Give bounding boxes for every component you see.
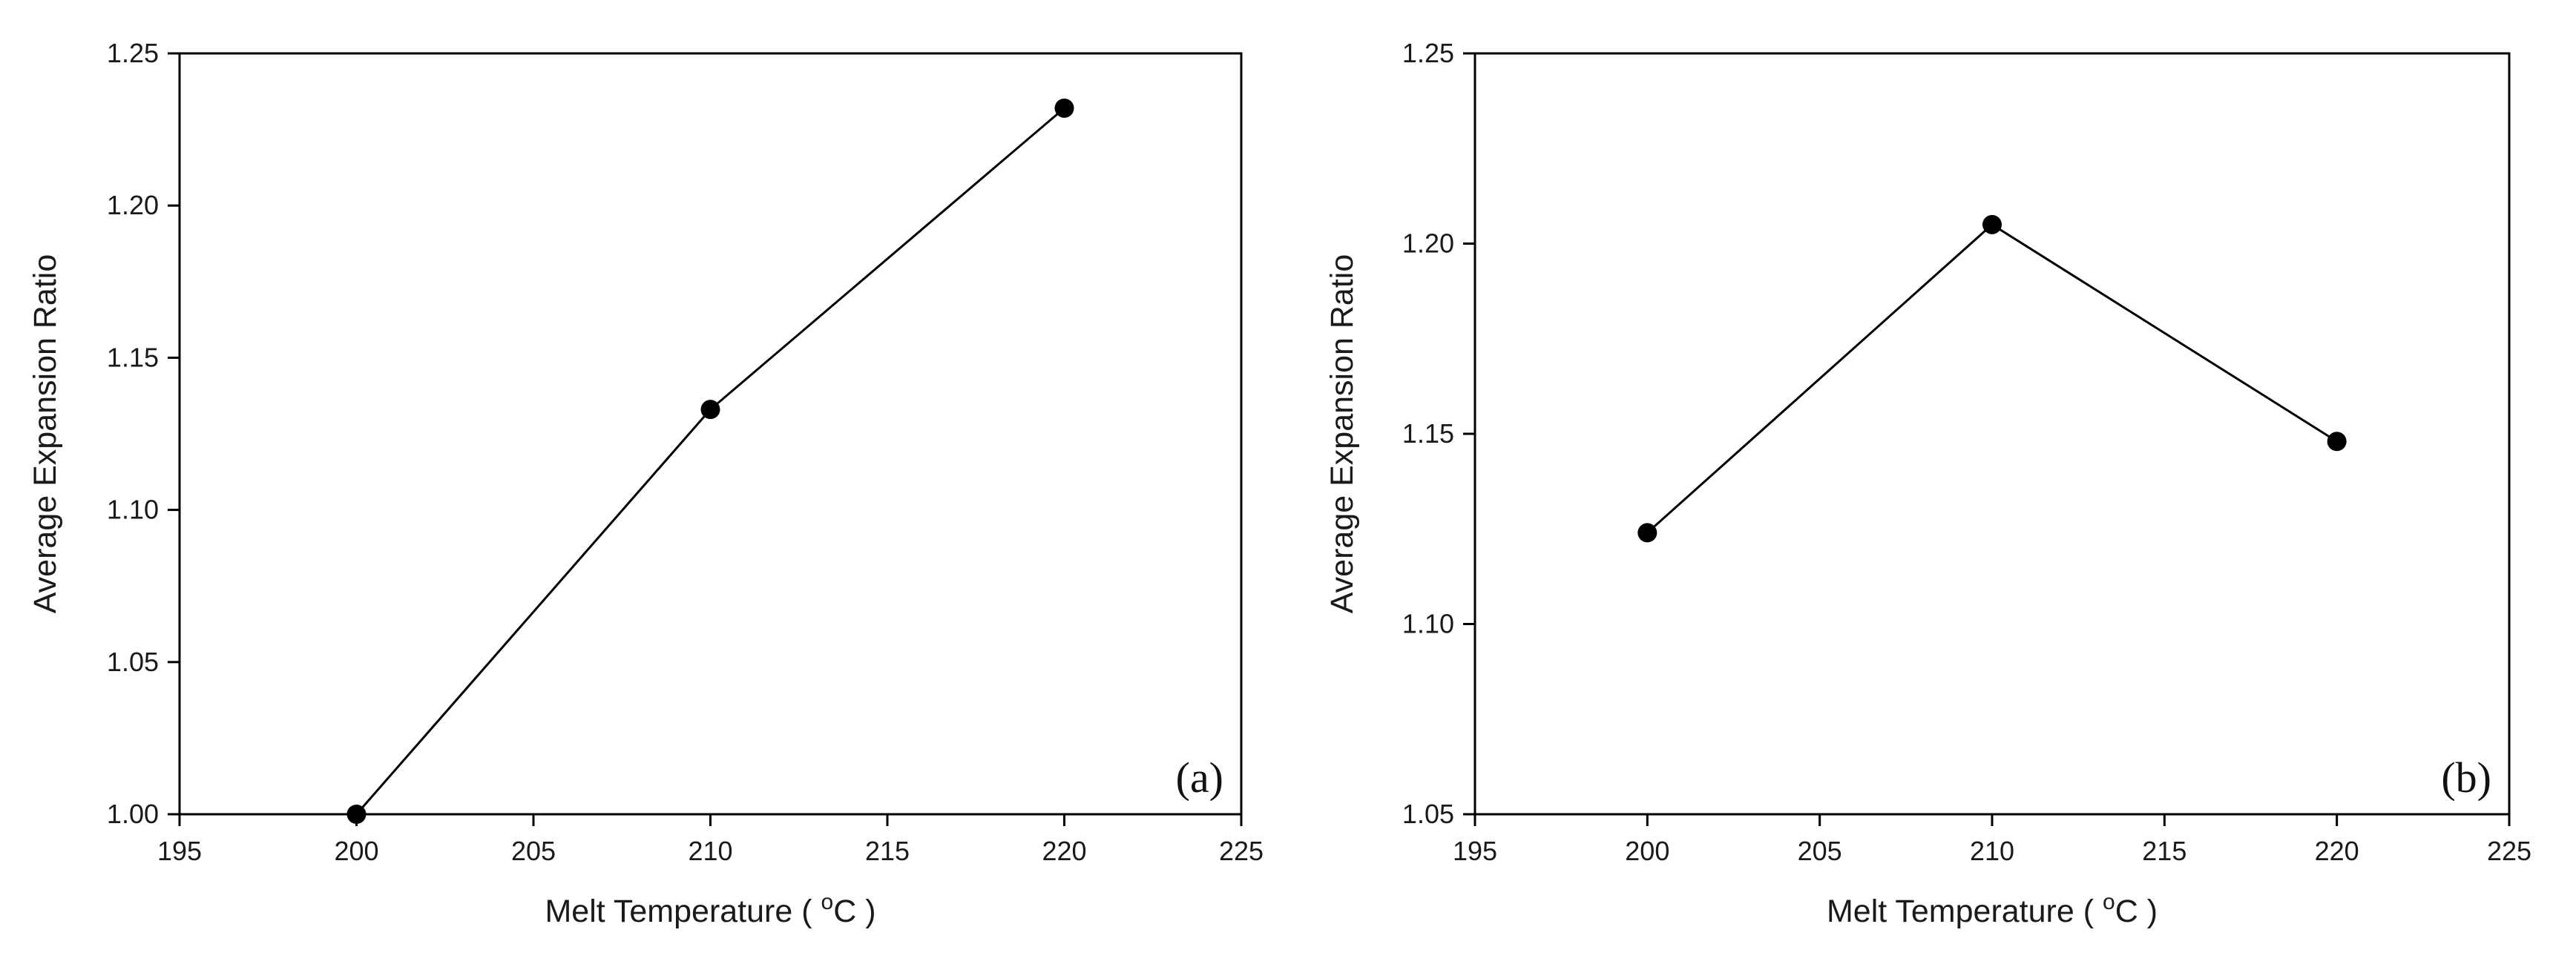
y-axis-title: Average Expansion Ratio bbox=[1324, 254, 1360, 613]
x-tick-label: 220 bbox=[2315, 836, 2359, 866]
x-tick-label: 220 bbox=[1042, 836, 1086, 866]
data-point bbox=[2327, 432, 2347, 452]
data-point bbox=[1054, 98, 1074, 118]
x-axis-title-degree: o bbox=[821, 890, 834, 914]
y-tick-label: 1.05 bbox=[1402, 799, 1454, 829]
y-tick-label: 1.25 bbox=[1402, 38, 1454, 68]
x-tick-label: 210 bbox=[688, 836, 732, 866]
y-tick-label: 1.20 bbox=[1402, 228, 1454, 259]
x-tick-label: 215 bbox=[865, 836, 910, 866]
chart-a: 195 200 205 210 215 220 225 1.00 1.05 1.10 1.15 1.2… bbox=[27, 38, 1264, 929]
x-tick-label: 195 bbox=[157, 836, 202, 866]
x-axis-title: Melt Temperature ( oC ) bbox=[1827, 890, 2158, 929]
series-line bbox=[355, 107, 1065, 815]
x-tick-label: 225 bbox=[1219, 836, 1264, 866]
x-axis-title-degree: o bbox=[2103, 890, 2115, 914]
y-tick-label: 1.00 bbox=[107, 799, 159, 829]
panel-label: (b) bbox=[2441, 753, 2491, 802]
plot-frame bbox=[1473, 52, 2511, 816]
series-line bbox=[1646, 222, 2338, 534]
x-axis-title-prefix: Melt Temperature ( bbox=[1827, 894, 2103, 929]
plot-frame bbox=[178, 52, 1243, 816]
chart-b: 195 200 205 210 215 220 225 1.05 1.10 1.15 1.20 1.2… bbox=[1324, 38, 2531, 929]
x-tick-label: 195 bbox=[1453, 836, 1497, 866]
data-point bbox=[1637, 523, 1657, 543]
data-point bbox=[700, 400, 720, 420]
x-tick-label: 200 bbox=[1625, 836, 1669, 866]
y-tick-label: 1.10 bbox=[1402, 609, 1454, 639]
x-axis-title-suffix: C ) bbox=[2115, 894, 2158, 929]
data-point bbox=[1982, 214, 2002, 234]
x-tick-label: 210 bbox=[1970, 836, 2014, 866]
x-tick-label: 215 bbox=[2142, 836, 2186, 866]
x-axis-title-suffix: C ) bbox=[833, 894, 875, 929]
x-tick-label: 205 bbox=[1798, 836, 1842, 866]
y-tick-label: 1.15 bbox=[1402, 418, 1454, 449]
x-axis-title: Melt Temperature ( oC ) bbox=[545, 890, 875, 929]
y-tick-label: 1.20 bbox=[107, 190, 159, 220]
x-axis-title-prefix: Melt Temperature ( bbox=[545, 894, 821, 929]
y-tick-label: 1.25 bbox=[107, 38, 159, 68]
data-point bbox=[346, 805, 367, 824]
y-tick-label: 1.15 bbox=[107, 342, 159, 372]
y-tick-label: 1.05 bbox=[107, 647, 159, 677]
x-tick-label: 205 bbox=[511, 836, 556, 866]
y-tick-label: 1.10 bbox=[107, 495, 159, 525]
y-axis-title: Average Expansion Ratio bbox=[27, 254, 63, 613]
panel-label: (a) bbox=[1176, 753, 1223, 802]
x-tick-label: 225 bbox=[2487, 836, 2531, 866]
x-tick-label: 200 bbox=[334, 836, 378, 866]
